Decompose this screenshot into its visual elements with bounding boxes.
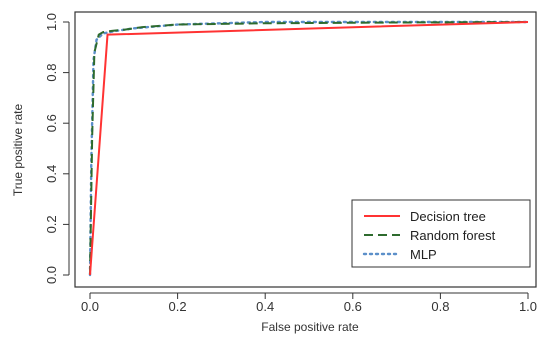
x-tick-label: 0.0 [81, 299, 99, 314]
y-tick-label: 0.6 [44, 114, 59, 132]
plot-frame [74, 11, 537, 288]
y-tick-label: 0.2 [44, 215, 59, 233]
y-axis: 0.0 0.2 0.4 0.6 0.8 1.0 [44, 13, 70, 284]
y-tick-label: 0.8 [44, 64, 59, 82]
y-tick-label: 1.0 [44, 13, 59, 31]
legend-label-random-forest: Random forest [410, 228, 496, 243]
x-axis-title: False positive rate [261, 320, 359, 334]
legend-label-decision-tree: Decision tree [410, 209, 486, 224]
legend-box [351, 199, 531, 268]
series-line-decision-tree [89, 21, 529, 276]
series-layer [88, 20, 530, 277]
x-tick-label: 0.8 [431, 299, 449, 314]
x-tick-label: 0.6 [344, 299, 362, 314]
x-axis: 0.0 0.2 0.4 0.6 0.8 1.0 [81, 292, 537, 314]
y-axis-title: True positive rate [11, 104, 25, 197]
y-tick-label: 0.0 [44, 266, 59, 284]
legend: Decision tree Random forest MLP [351, 199, 531, 268]
legend-label-mlp: MLP [410, 247, 437, 262]
x-tick-label: 0.2 [169, 299, 187, 314]
x-tick-label: 1.0 [519, 299, 537, 314]
x-tick-label: 0.4 [256, 299, 274, 314]
y-tick-label: 0.4 [44, 165, 59, 183]
